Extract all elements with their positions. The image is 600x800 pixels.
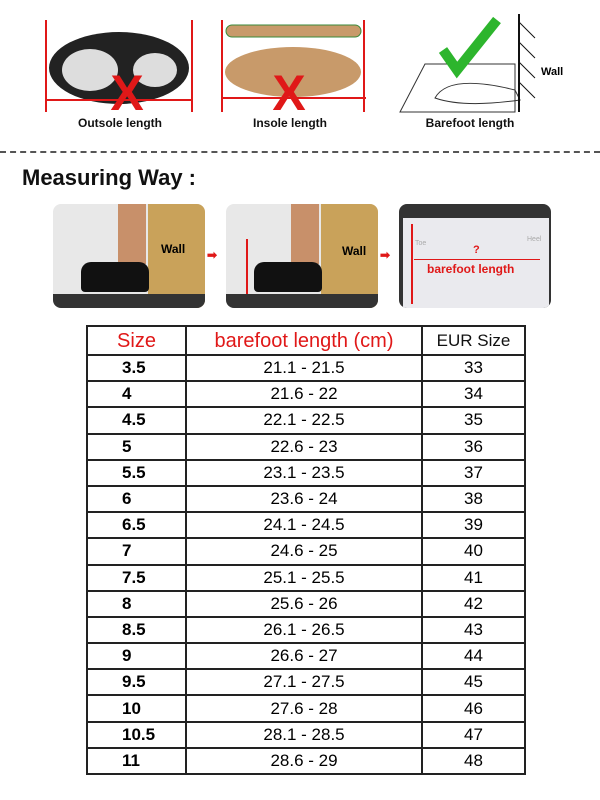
cell-size: 8 xyxy=(86,589,187,618)
heel-label: Heel xyxy=(527,236,542,243)
cell-barefoot-length: 28.1 - 28.5 xyxy=(185,720,423,749)
cell-size: 10 xyxy=(86,694,187,723)
arrow-right-icon: ➡ xyxy=(380,248,391,262)
step-3-photo: Toe Heel ? barefoot length xyxy=(399,204,551,308)
outsole-caption: Outsole length xyxy=(78,116,162,130)
cell-barefoot-length: 23.6 - 24 xyxy=(185,484,423,514)
cell-size: 5.5 xyxy=(86,458,187,487)
cell-size: 4 xyxy=(86,380,187,409)
cell-size: 10.5 xyxy=(86,720,187,749)
cell-barefoot-length: 21.6 - 22 xyxy=(185,380,423,409)
table-row: 7.5 25.1 - 25.5 41 xyxy=(86,563,526,592)
question-mark: ? xyxy=(473,244,480,256)
cell-size: 3.5 xyxy=(86,353,187,383)
cell-eur-size: 45 xyxy=(421,668,526,697)
size-table: Size barefoot length (cm) EUR Size 3.5 21… xyxy=(86,325,526,776)
cell-eur-size: 44 xyxy=(421,642,526,671)
cell-eur-size: 38 xyxy=(421,484,526,514)
barefoot-length-label: barefoot length xyxy=(427,262,515,276)
barefoot-diagram: Wall xyxy=(395,12,575,114)
table-row: 3.5 21.1 - 21.5 33 xyxy=(86,353,526,383)
divider xyxy=(0,151,600,153)
cell-barefoot-length: 26.6 - 27 xyxy=(185,642,423,671)
insole-caption: Insole length xyxy=(252,116,327,130)
step-2-photo: Wall xyxy=(226,204,378,308)
cell-size: 7 xyxy=(86,537,187,566)
cell-size: 6.5 xyxy=(86,511,187,540)
cell-eur-size: 35 xyxy=(421,406,526,435)
table-header-row: Size barefoot length (cm) EUR Size xyxy=(86,325,526,356)
cell-barefoot-length: 21.1 - 21.5 xyxy=(185,353,423,383)
barefoot-illustration xyxy=(399,14,536,113)
insole-diagram: X xyxy=(221,20,366,121)
measuring-title: Measuring Way : xyxy=(22,165,196,190)
cell-eur-size: 48 xyxy=(421,746,526,776)
insole-illustration: X xyxy=(221,20,366,121)
cell-eur-size: 47 xyxy=(421,720,526,749)
cell-eur-size: 41 xyxy=(421,563,526,592)
cell-size: 5 xyxy=(86,432,187,461)
cell-eur-size: 46 xyxy=(421,694,526,723)
cell-barefoot-length: 24.1 - 24.5 xyxy=(185,511,423,540)
cell-eur-size: 43 xyxy=(421,615,526,645)
wall-label: Wall xyxy=(342,244,367,258)
table-row: 5.5 23.1 - 23.5 37 xyxy=(86,458,526,487)
cell-barefoot-length: 27.1 - 27.5 xyxy=(185,668,423,697)
cell-eur-size: 36 xyxy=(421,432,526,461)
cell-size: 8.5 xyxy=(86,615,187,645)
outsole-diagram: X xyxy=(45,20,193,121)
cell-barefoot-length: 22.6 - 23 xyxy=(185,432,423,461)
cell-eur-size: 37 xyxy=(421,458,526,487)
cell-eur-size: 42 xyxy=(421,589,526,618)
cell-eur-size: 33 xyxy=(421,353,526,383)
check-icon xyxy=(438,16,501,79)
table-row: 9 26.6 - 27 44 xyxy=(86,642,526,671)
cell-barefoot-length: 28.6 - 29 xyxy=(185,746,423,776)
cell-barefoot-length: 27.6 - 28 xyxy=(185,694,423,723)
cell-size: 11 xyxy=(86,746,187,776)
table-row: 9.5 27.1 - 27.5 45 xyxy=(86,668,526,697)
wall-label: Wall xyxy=(541,66,564,78)
table-row: 11 28.6 - 29 48 xyxy=(86,746,526,776)
cell-barefoot-length: 26.1 - 26.5 xyxy=(185,615,423,645)
cell-eur-size: 39 xyxy=(421,511,526,540)
table-row: 4 21.6 - 22 34 xyxy=(86,380,526,409)
wall-label: Wall xyxy=(161,242,186,256)
cross-mark-icon: X xyxy=(110,65,143,114)
cell-barefoot-length: 22.1 - 22.5 xyxy=(185,406,423,435)
cross-mark-icon: X xyxy=(272,65,305,114)
table-row: 5 22.6 - 23 36 xyxy=(86,432,526,461)
toe-label: Toe xyxy=(415,240,427,247)
table-row: 7 24.6 - 25 40 xyxy=(86,537,526,566)
cell-barefoot-length: 25.1 - 25.5 xyxy=(185,563,423,592)
cell-barefoot-length: 25.6 - 26 xyxy=(185,589,423,618)
barefoot-caption: Barefoot length xyxy=(425,116,515,130)
outsole-illustration: X xyxy=(45,20,193,121)
cell-eur-size: 34 xyxy=(421,380,526,409)
table-row: 8 25.6 - 26 42 xyxy=(86,589,526,618)
table-row: 6 23.6 - 24 38 xyxy=(86,484,526,514)
table-row: 10.5 28.1 - 28.5 47 xyxy=(86,720,526,749)
cell-barefoot-length: 24.6 - 25 xyxy=(185,537,423,566)
cell-size: 9.5 xyxy=(86,668,187,697)
header-eur-size: EUR Size xyxy=(421,325,526,356)
header-size: Size xyxy=(86,325,187,356)
table-row: 10 27.6 - 28 46 xyxy=(86,694,526,723)
header-barefoot-length: barefoot length (cm) xyxy=(185,325,423,356)
table-row: 8.5 26.1 - 26.5 43 xyxy=(86,615,526,645)
cell-size: 4.5 xyxy=(86,406,187,435)
cell-size: 7.5 xyxy=(86,563,187,592)
cell-size: 9 xyxy=(86,642,187,671)
cell-barefoot-length: 23.1 - 23.5 xyxy=(185,458,423,487)
arrow-right-icon: ➡ xyxy=(207,248,218,262)
step-1-photo: Wall xyxy=(53,204,205,308)
table-row: 6.5 24.1 - 24.5 39 xyxy=(86,511,526,540)
cell-eur-size: 40 xyxy=(421,537,526,566)
table-row: 4.5 22.1 - 22.5 35 xyxy=(86,406,526,435)
cell-size: 6 xyxy=(86,484,187,514)
